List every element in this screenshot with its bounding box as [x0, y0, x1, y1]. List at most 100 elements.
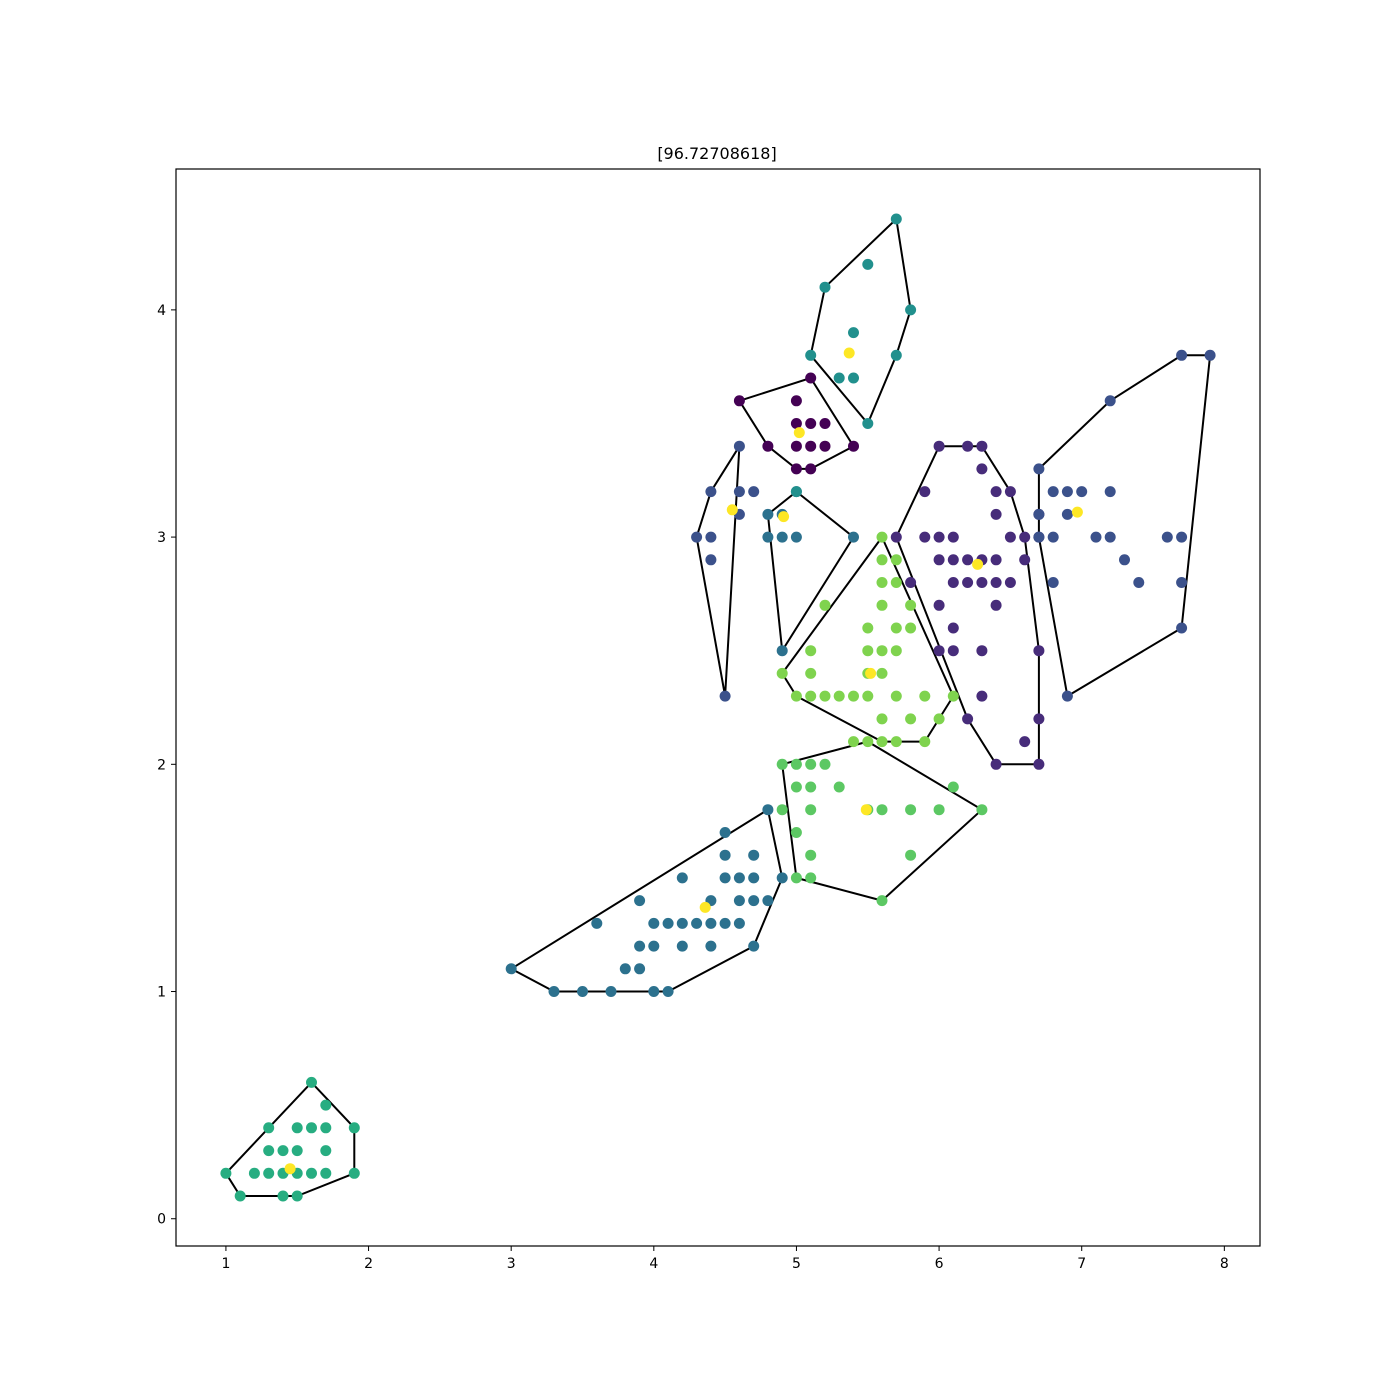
data-point — [1104, 486, 1116, 498]
data-point — [933, 554, 945, 566]
data-point — [976, 440, 988, 452]
axes: 1 2 3 4 5 6 7 8 0 1 2 3 4 — [157, 168, 1261, 1272]
x-tick-label: 1 — [221, 1256, 230, 1272]
data-point — [691, 531, 703, 543]
data-point — [962, 713, 974, 725]
y-tick-label: 2 — [157, 757, 166, 773]
data-point — [876, 645, 888, 657]
data-point — [719, 827, 731, 838]
data-point — [634, 940, 646, 952]
data-point — [905, 599, 917, 611]
cluster-centroid — [284, 1163, 296, 1175]
data-point — [947, 690, 959, 702]
data-point — [263, 1167, 275, 1179]
data-point — [776, 531, 788, 543]
data-point — [876, 667, 888, 679]
data-point — [733, 440, 745, 452]
data-point — [876, 599, 888, 611]
data-point — [890, 690, 902, 702]
data-point — [990, 554, 1002, 566]
data-point — [933, 645, 945, 657]
data-point — [1176, 531, 1188, 543]
cluster-hull-1 — [895, 445, 1040, 766]
cluster-centroid — [793, 427, 805, 439]
data-point — [306, 1167, 317, 1179]
data-point — [819, 690, 831, 702]
data-point — [1061, 508, 1073, 520]
data-point — [933, 440, 945, 452]
data-point — [776, 667, 788, 679]
data-point — [277, 1145, 289, 1157]
data-point — [320, 1167, 332, 1179]
data-point — [320, 1145, 332, 1157]
data-point — [1176, 577, 1188, 588]
data-point — [1033, 758, 1045, 770]
data-point — [805, 690, 817, 702]
data-point — [805, 804, 817, 816]
data-point — [933, 531, 945, 543]
data-point — [676, 917, 688, 929]
data-point — [790, 395, 802, 407]
data-point — [790, 463, 802, 475]
data-point — [1019, 736, 1031, 748]
data-point — [291, 1145, 303, 1157]
data-point — [733, 486, 745, 498]
data-point — [591, 917, 603, 929]
data-point — [790, 531, 802, 543]
data-point — [648, 917, 660, 929]
data-point — [890, 645, 902, 657]
data-point — [748, 486, 760, 498]
data-point — [748, 940, 760, 952]
data-point — [890, 736, 902, 748]
cluster-centroid — [699, 901, 711, 913]
data-point — [862, 622, 874, 634]
data-point — [947, 781, 959, 793]
data-point — [819, 440, 831, 452]
data-point — [890, 577, 902, 588]
data-point — [833, 690, 845, 702]
data-point — [1176, 622, 1188, 634]
x-tick-label: 7 — [1077, 1256, 1086, 1272]
data-point — [634, 963, 646, 975]
data-point — [790, 872, 802, 884]
data-point — [1004, 531, 1016, 543]
chart-title: [96.72708618] — [657, 144, 776, 163]
data-point — [1061, 690, 1073, 702]
data-point — [263, 1145, 275, 1157]
x-tick-label: 4 — [649, 1256, 658, 1272]
data-point — [748, 849, 760, 861]
data-point — [990, 508, 1002, 520]
cluster-centroids — [284, 347, 1083, 1175]
data-point — [762, 895, 774, 907]
data-point — [905, 304, 917, 316]
data-point — [1033, 508, 1045, 520]
data-point — [790, 418, 802, 429]
data-point — [990, 486, 1002, 498]
data-point — [833, 781, 845, 793]
data-point — [705, 531, 717, 543]
data-point — [348, 1122, 360, 1134]
data-point — [848, 372, 859, 384]
data-point — [947, 554, 959, 566]
plot-frame — [175, 168, 1261, 1247]
data-point — [748, 872, 760, 884]
data-point — [705, 554, 717, 566]
data-point — [962, 554, 974, 566]
data-point — [819, 599, 831, 611]
data-point — [762, 804, 774, 816]
data-point — [1033, 463, 1045, 475]
data-point — [320, 1122, 332, 1134]
data-point — [890, 554, 902, 566]
data-point — [1004, 486, 1016, 498]
data-point — [976, 645, 988, 657]
data-point — [833, 372, 845, 384]
data-point — [1104, 395, 1116, 407]
data-point — [291, 1190, 303, 1202]
data-point — [790, 781, 802, 793]
data-point — [876, 577, 888, 588]
data-point — [776, 804, 788, 816]
y-tick-label: 3 — [157, 530, 166, 546]
data-point — [805, 758, 817, 770]
data-point — [933, 804, 945, 816]
data-point — [962, 440, 974, 452]
